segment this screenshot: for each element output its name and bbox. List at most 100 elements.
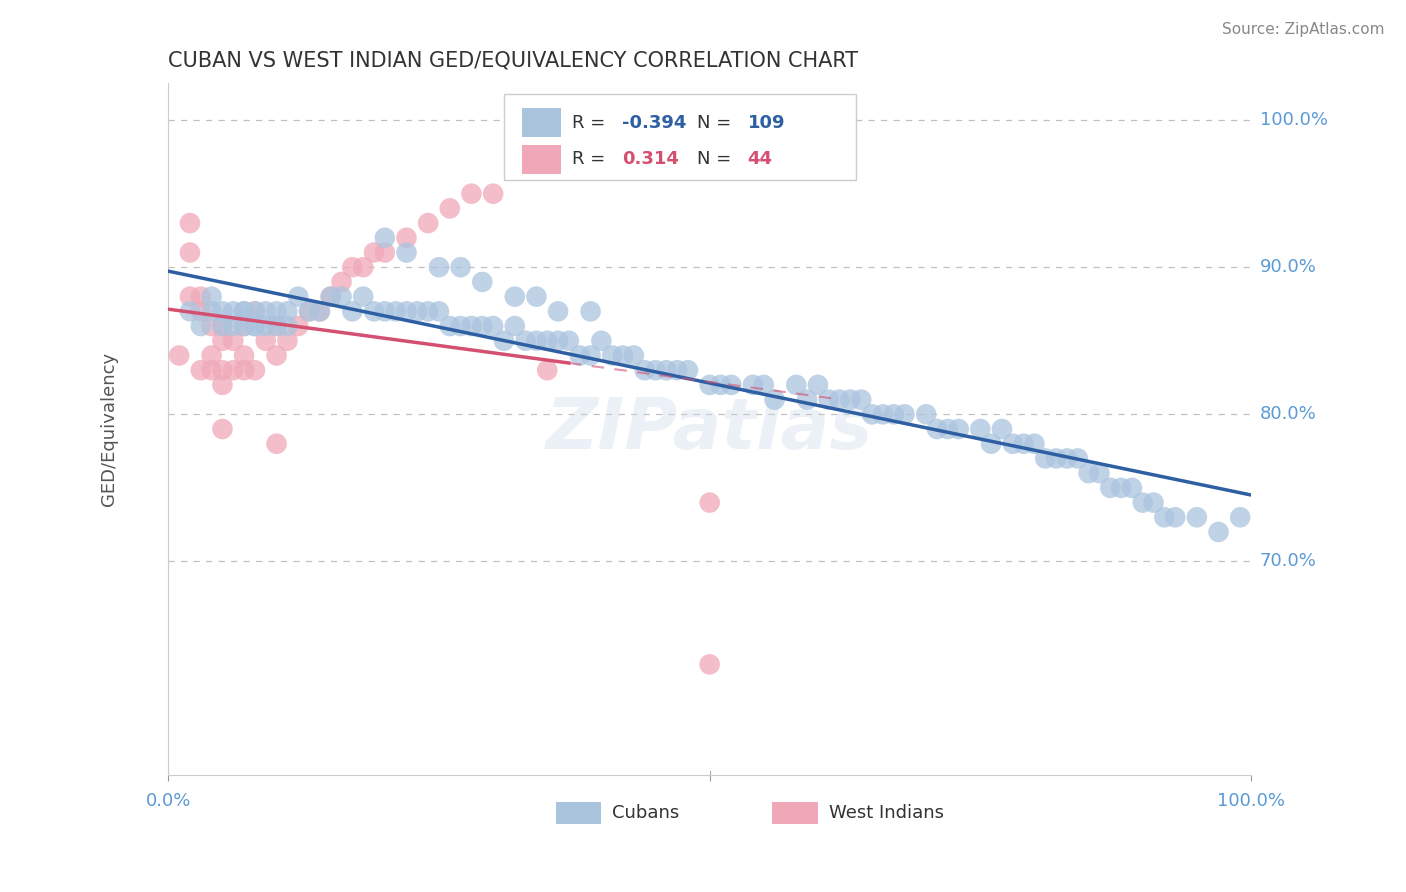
- Point: [427, 260, 450, 275]
- Point: [482, 186, 505, 201]
- Point: [200, 363, 222, 377]
- FancyBboxPatch shape: [523, 108, 561, 137]
- Point: [211, 304, 233, 318]
- Point: [352, 260, 374, 275]
- Point: [492, 334, 515, 348]
- Point: [309, 304, 332, 318]
- Point: [233, 349, 256, 363]
- Point: [720, 378, 742, 392]
- Point: [384, 304, 406, 318]
- Text: 0.314: 0.314: [621, 150, 679, 169]
- Point: [1077, 466, 1099, 480]
- Point: [395, 304, 418, 318]
- Point: [395, 231, 418, 245]
- Point: [644, 363, 666, 377]
- Point: [167, 349, 190, 363]
- Point: [374, 231, 396, 245]
- Point: [211, 319, 233, 334]
- Point: [222, 319, 245, 334]
- Point: [243, 363, 266, 377]
- Point: [536, 334, 558, 348]
- Point: [785, 378, 807, 392]
- Point: [460, 319, 482, 334]
- Point: [330, 275, 353, 289]
- Point: [243, 319, 266, 334]
- Point: [893, 407, 915, 421]
- Point: [319, 290, 342, 304]
- Point: [363, 304, 385, 318]
- Point: [254, 319, 277, 334]
- Point: [254, 304, 277, 318]
- Point: [828, 392, 851, 407]
- Text: West Indians: West Indians: [828, 804, 943, 822]
- Point: [211, 334, 233, 348]
- Point: [418, 216, 440, 230]
- Point: [460, 186, 482, 201]
- Point: [839, 392, 862, 407]
- Point: [243, 319, 266, 334]
- Point: [1208, 524, 1230, 539]
- Point: [200, 349, 222, 363]
- FancyBboxPatch shape: [523, 145, 561, 174]
- Text: GED/Equivalency: GED/Equivalency: [100, 352, 118, 506]
- Point: [1024, 436, 1046, 450]
- Point: [763, 392, 786, 407]
- Text: 70.0%: 70.0%: [1260, 552, 1316, 570]
- Point: [676, 363, 699, 377]
- Text: Cubans: Cubans: [612, 804, 679, 822]
- Text: 0.0%: 0.0%: [146, 792, 191, 810]
- Point: [190, 319, 212, 334]
- Point: [200, 290, 222, 304]
- Point: [1142, 495, 1164, 509]
- Point: [200, 319, 222, 334]
- Text: CUBAN VS WEST INDIAN GED/EQUIVALENCY CORRELATION CHART: CUBAN VS WEST INDIAN GED/EQUIVALENCY COR…: [169, 51, 859, 70]
- Point: [276, 319, 298, 334]
- Point: [526, 290, 548, 304]
- Point: [752, 378, 775, 392]
- Point: [503, 290, 526, 304]
- FancyBboxPatch shape: [555, 802, 602, 824]
- Point: [471, 275, 494, 289]
- Point: [526, 334, 548, 348]
- Point: [266, 304, 288, 318]
- Point: [1164, 510, 1187, 524]
- Point: [796, 392, 818, 407]
- Point: [568, 349, 591, 363]
- Point: [233, 319, 256, 334]
- Point: [807, 378, 830, 392]
- Point: [503, 319, 526, 334]
- Point: [1099, 481, 1122, 495]
- Point: [211, 422, 233, 436]
- Point: [211, 363, 233, 377]
- Point: [266, 319, 288, 334]
- Point: [1132, 495, 1154, 509]
- Point: [655, 363, 678, 377]
- Point: [817, 392, 839, 407]
- Point: [243, 304, 266, 318]
- Point: [482, 319, 505, 334]
- Text: 90.0%: 90.0%: [1260, 258, 1316, 277]
- Point: [591, 334, 613, 348]
- Point: [579, 349, 602, 363]
- Point: [439, 202, 461, 216]
- Point: [179, 245, 201, 260]
- Point: [872, 407, 894, 421]
- Point: [266, 349, 288, 363]
- Point: [254, 334, 277, 348]
- Text: 109: 109: [748, 113, 785, 132]
- Point: [547, 304, 569, 318]
- Point: [948, 422, 970, 436]
- Point: [860, 407, 883, 421]
- Point: [666, 363, 689, 377]
- Point: [233, 363, 256, 377]
- Point: [699, 495, 721, 509]
- Point: [200, 304, 222, 318]
- Point: [395, 245, 418, 260]
- Point: [211, 319, 233, 334]
- Text: 44: 44: [748, 150, 772, 169]
- Point: [1229, 510, 1251, 524]
- Point: [1109, 481, 1132, 495]
- Point: [287, 290, 309, 304]
- Point: [579, 304, 602, 318]
- Point: [352, 290, 374, 304]
